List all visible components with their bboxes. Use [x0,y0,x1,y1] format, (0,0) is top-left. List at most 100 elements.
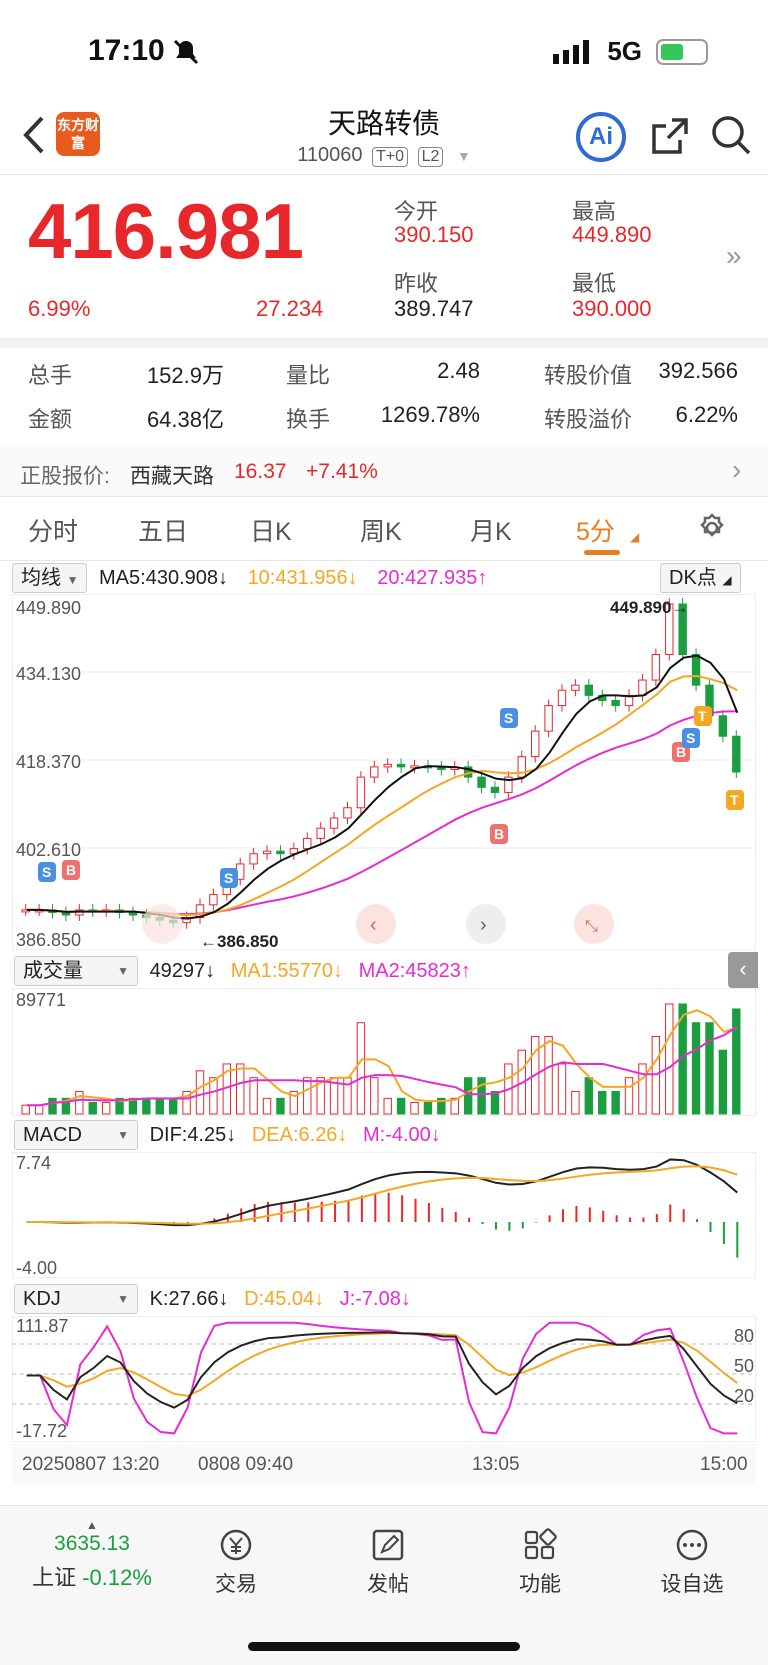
macd-max-label: 7.74 [16,1153,52,1173]
volume-bar [370,1077,379,1115]
macd-select[interactable]: MACD ▼ [14,1120,138,1150]
tab-5day[interactable]: 五日 [138,518,189,546]
search-button[interactable] [710,114,752,161]
volume-bar [249,1077,258,1115]
volume-chart[interactable] [12,988,756,1116]
volume-bar [557,1063,567,1115]
chart-left-button[interactable] [142,904,182,944]
status-time: 17:10 [88,34,165,67]
conv-value: 392.566 [658,358,738,383]
ma20-value: 20:427.935↑ [377,567,488,589]
gear-icon [700,513,724,537]
ma10-value: 10:431.956↓ [247,567,358,589]
candle [490,786,500,793]
chart-next-button[interactable] [466,904,506,944]
expand-quote-button[interactable]: » [726,240,742,271]
svg-text:S: S [42,864,51,880]
kdj-max-label: 111.87 [16,1316,69,1336]
index-widget[interactable]: ▲ 3635.13 上证 -0.12% [22,1518,162,1592]
volume-bar [142,1097,151,1115]
dropdown-icon: ▼ [456,148,471,164]
kdj-chart[interactable] [12,1316,756,1442]
amount-label: 金额 [28,407,73,432]
ai-button[interactable]: Ai [576,112,626,162]
candle [128,911,138,916]
volume-bar [423,1101,433,1115]
more-icon [676,1529,708,1561]
search-icon [712,116,751,155]
tab-5min[interactable]: 5分 [576,518,615,546]
candle [517,756,526,778]
time-label-end: 15:00 [700,1454,748,1475]
volume-bar [383,1097,392,1115]
vol-value: 152.9万 [146,363,224,388]
volume-bar [598,1090,607,1115]
kdj-k: K:27.66↓ [149,1288,229,1310]
premium-label: 转股溢价 [544,407,633,432]
candle [557,689,567,707]
candle [356,776,366,809]
volume-bar [195,1070,205,1115]
underlying-price: 16.37 [234,460,287,483]
candle [678,603,687,656]
candle [316,827,325,839]
prevclose-value: 389.747 [394,296,474,321]
volume-bar [450,1097,459,1115]
back-button[interactable] [22,116,46,159]
nav-functions[interactable]: 功能 [480,1528,600,1598]
kdj-select[interactable]: KDJ ▼ [14,1284,138,1314]
volume-bar [638,1063,647,1115]
ma-select[interactable]: 均线 ▼ [12,563,88,593]
tab-daily[interactable]: 日K [250,518,292,546]
nav-trade[interactable]: 交易 [176,1528,296,1598]
share-button[interactable] [650,116,690,161]
candle [571,684,580,691]
macd-chart[interactable] [12,1152,756,1278]
tab-monthly[interactable]: 月K [470,518,512,546]
change-percent: 6.99% [28,296,91,321]
candle [611,699,620,707]
chevron-left-icon [23,116,44,154]
volume-select[interactable]: 成交量 ▼ [14,956,138,986]
kdj-level-50: 50 [734,1356,755,1376]
kline-chart[interactable]: S B S S B B S T T ‹ › ⤡ [12,594,756,950]
low-label: 最低 [572,271,617,296]
tab-weekly[interactable]: 周K [360,518,402,546]
active-tab-underline [584,550,620,555]
volume-bar [718,1049,728,1115]
yen-circle-icon [220,1529,252,1561]
candle [276,850,285,855]
chart-expand-button[interactable] [574,904,614,944]
candle [504,776,513,793]
t-marker [726,790,744,810]
volume-bar [61,1097,71,1115]
tab-fenshi[interactable]: 分时 [28,518,79,546]
underlying-row[interactable]: 正股报价: 西藏天路 16.37 +7.41% › [0,446,768,496]
volume-bar [34,1104,44,1115]
time-axis: 20250807 13:20 0808 09:40 13:05 15:00 [12,1444,756,1484]
vol-label: 总手 [28,363,73,388]
time-label-start: 20250807 13:20 [22,1454,160,1475]
dk-button[interactable]: DK点 ◢ [660,563,741,593]
security-code: 110060 [297,144,363,166]
tab-dropdown-icon: ◢ [630,530,640,544]
sell-marker [682,728,700,748]
time-label-3: 13:05 [472,1454,520,1475]
home-indicator [248,1642,520,1651]
nav-post[interactable]: 发帖 [328,1528,448,1598]
security-code-row[interactable]: 110060 T+0 L2 ▼ [0,144,768,167]
candle [343,807,352,819]
volume-bar [584,1077,594,1115]
candle [530,730,540,758]
turnover-label: 换手 [286,407,331,432]
t-marker [694,706,712,726]
settings-button[interactable] [696,512,728,549]
chart-prev-button[interactable] [356,904,396,944]
candle [262,850,272,855]
collapse-panel-button[interactable]: ‹ [728,952,758,988]
nav-add-watchlist[interactable]: 设自选 [632,1528,752,1598]
kdj-indicator-bar: KDJ ▼ K:27.66↓ D:45.04↓ J:-7.08↓ [14,1284,411,1314]
macd-dif: DIF:4.25↓ [149,1124,237,1146]
last-price: 416.981 [28,187,304,275]
candle [732,735,741,773]
